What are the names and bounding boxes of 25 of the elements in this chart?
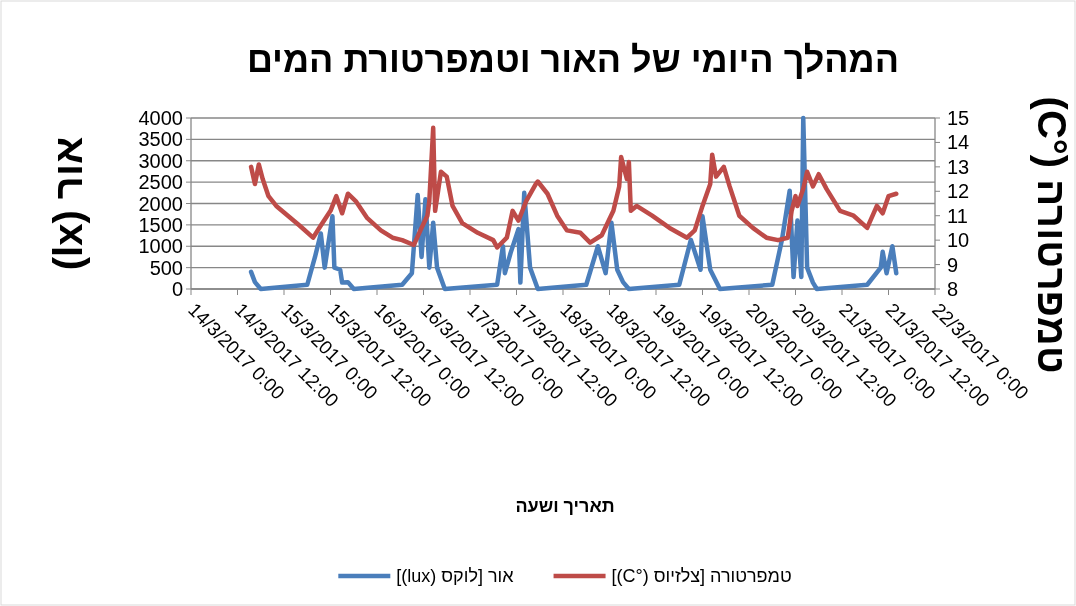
y2-tick-label: 11 (947, 204, 968, 227)
y-tick-label: 4000 (138, 107, 183, 129)
y2-tick-label: 13 (947, 155, 970, 178)
legend-label: טמפרטורה [צלזיוס (°C)] (611, 566, 792, 586)
y2-tick-label: 15 (947, 107, 970, 129)
y-tick-label: 500 (149, 256, 183, 279)
y-tick-label: 2000 (138, 192, 183, 215)
y-axis-title: אור (lx) (46, 136, 90, 271)
chart-title: המהלך היומי של האור וטמפרטורת המים (246, 39, 900, 80)
line-series (248, 125, 899, 250)
y-tick-label: 1500 (138, 213, 183, 236)
y-tick-label: 3500 (138, 128, 183, 151)
y-tick-label: 2500 (138, 171, 183, 194)
y-tick-label: 3000 (138, 149, 183, 172)
y2-tick-label: 14 (947, 131, 970, 154)
y2-axis-title: טמפרטורה (°C) (1030, 96, 1074, 374)
line-series (248, 115, 899, 292)
y2-tick-label: 8 (947, 278, 959, 300)
y-tick-label: 1000 (138, 235, 183, 258)
legend-label: אור [לוקס (lux)] (396, 566, 515, 586)
x-axis-title: תאריך ושעה (515, 496, 615, 516)
y2-tick-label: 12 (947, 180, 970, 203)
y2-tick-label: 9 (947, 253, 959, 276)
y2-tick-label: 10 (947, 229, 970, 252)
y-tick-label: 0 (171, 278, 183, 300)
